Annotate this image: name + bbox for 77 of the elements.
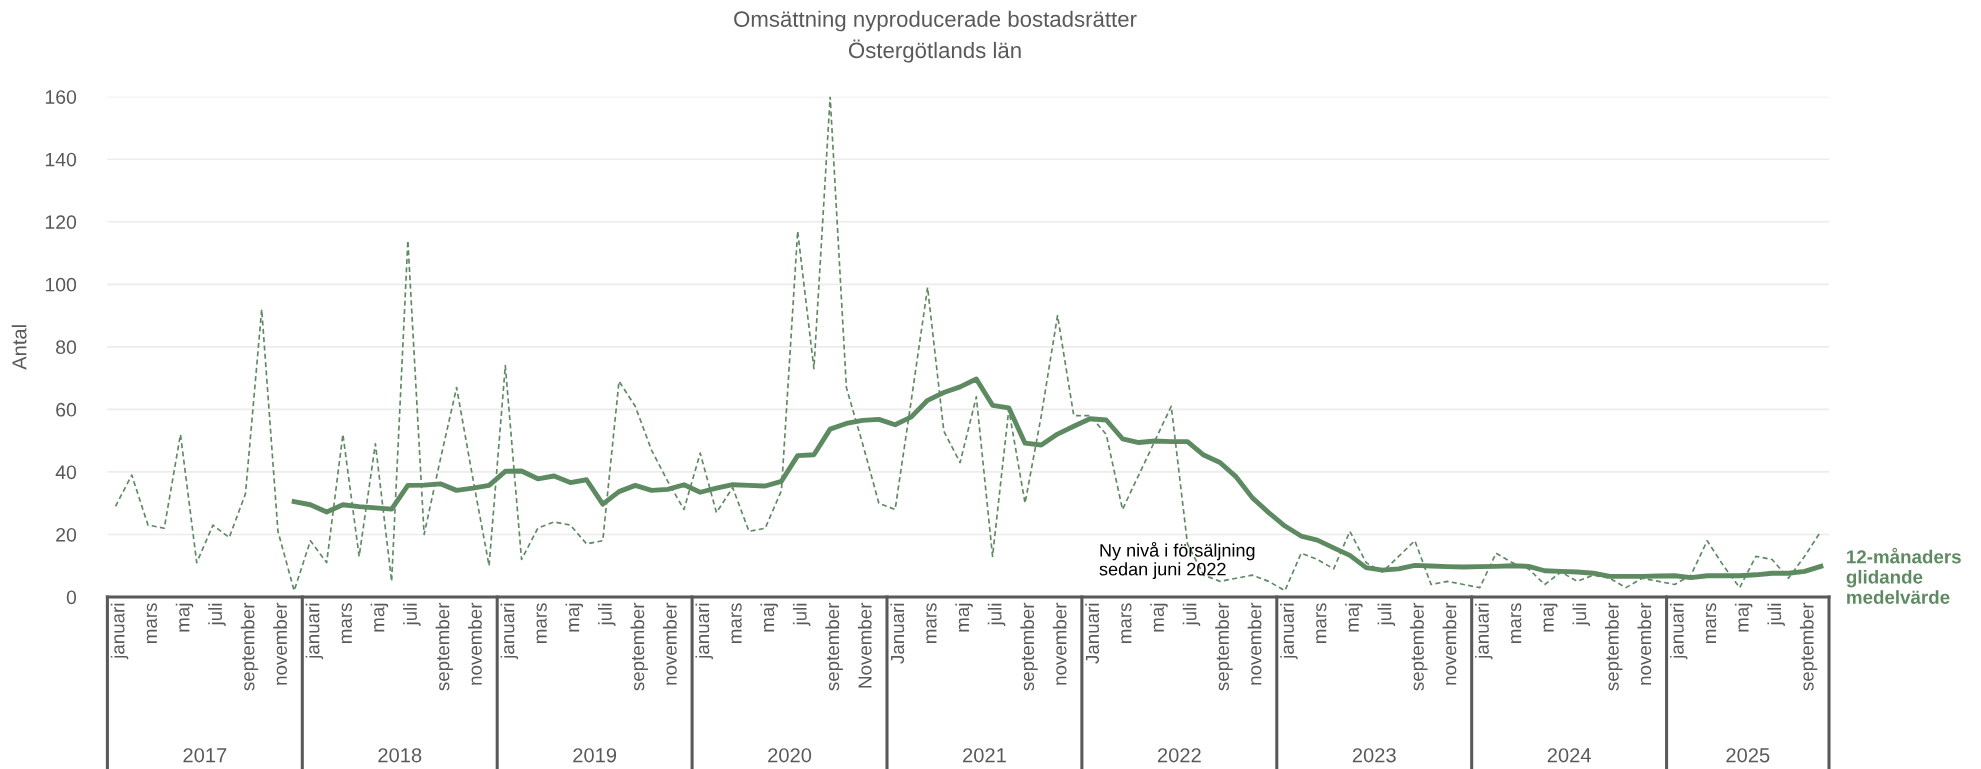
line-series [114,96,1822,592]
x-tick-label: mars [341,603,352,643]
x-tick-label: maj [175,603,194,632]
x-tick-label: mars [731,603,742,643]
y-tick-label: 20 [56,527,77,542]
x-tick-label: januari [1475,603,1493,660]
x-tick-label: maj [565,603,584,632]
text: 2025 [1726,748,1770,763]
x-tick-label: mars [926,603,937,643]
x-tick-label: juli [1377,603,1396,626]
y-tick-label: 100 [45,277,77,292]
x-tick-label: januari [305,603,324,660]
text: 2019 [573,748,617,763]
annotation: Ny nivå i försäljning sedan juni 2022 [1099,542,1255,580]
text: 2017 [183,748,227,763]
x-tick-label: mars [536,603,547,643]
text: 2024 [1547,748,1591,763]
text: 2018 [378,748,422,763]
x-tick-label: juli [792,603,811,626]
x-tick-label: september [1215,602,1233,691]
x-tick-label: juli [208,603,226,626]
x-tick-label: mars [146,603,158,643]
x-tick-label: januari [500,603,519,660]
y-tick-label: 80 [56,340,77,355]
x-tick-label: Januari [1085,603,1100,664]
y-tick-label: 40 [55,465,77,480]
y-axis-title: Antal [11,325,27,370]
x-tick-label: mars [1121,603,1132,643]
x-tick-label: maj [1345,603,1363,632]
y-tick-label: 120 [45,215,77,230]
x-tick-label: mars [1511,603,1522,643]
x-tick-label: september [1410,602,1428,691]
y-tick-label: 160 [45,90,77,104]
x-tick-label: Januari [890,603,905,664]
x-tick-label: november [1442,602,1457,685]
text: 2020 [768,748,812,763]
x-tick-label: september [630,602,648,691]
x-tick-label: juli [403,603,421,626]
x-tick-label: maj [955,603,973,632]
x-tick-label: november [1247,602,1262,685]
y-tick-label: 0 [66,590,77,605]
series-label: 12-månaders glidande medelvärde [1846,547,1961,604]
x-tick-label: november [273,602,287,685]
x-tick-label: september [1020,602,1038,691]
x-tick-label: mars [1316,603,1327,643]
x-tick-label: september [825,602,843,691]
x-tick-label: november [662,602,677,685]
x-tick-label: juli [1767,603,1785,626]
x-tick-label: juli [1572,603,1590,626]
x-tick-label: september [1605,602,1623,691]
x-tick-label: januari [110,603,129,660]
text: 2023 [1352,748,1396,763]
x-tick-label: januari [1280,603,1298,660]
x-tick-label: maj [760,603,778,632]
x-tick-label: november [1052,602,1067,685]
text: 2022 [1157,748,1201,763]
y-tick-label: 140 [45,152,77,167]
x-tick-label: maj [1540,603,1558,632]
x-tick-label: september [435,602,454,691]
text: 2021 [963,748,1006,763]
x-tick-label: juli [1182,603,1201,626]
x-tick-label: November [857,602,872,688]
x-tick-label: maj [370,603,389,632]
x-tick-label: september [240,602,259,691]
y-tick-label: 60 [56,402,77,417]
x-tick-label: januari [1669,603,1688,660]
x-tick-label: maj [1150,603,1168,632]
x-tick-label: maj [1734,603,1753,632]
x-tick-label: juli [987,603,1006,626]
x-tick-label: januari [695,603,713,660]
x-tick-label: november [468,602,482,685]
chart-title: Omsättning nyproducerade bostadsrätter [734,10,1137,32]
x-tick-label: november [1637,602,1652,685]
x-tick-label: september [1799,602,1818,691]
chart-subtitle: Östergötlands län [848,39,1021,63]
x-tick-label: mars [1705,603,1717,643]
x-tick-label: juli [598,603,616,626]
